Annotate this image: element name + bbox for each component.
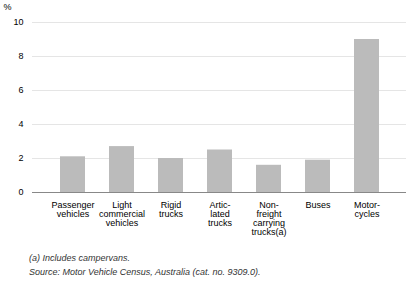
svg-text:Passengervehicles: Passengervehicles (51, 200, 94, 219)
svg-text:Buses: Buses (305, 200, 331, 210)
svg-text:4: 4 (18, 119, 23, 129)
svg-text:8: 8 (18, 51, 23, 61)
html-text:Source: Motor Vehicle Census,: Source: Motor Vehicle Census, Australia … (29, 267, 261, 277)
html-text:(a) Includes campervans.: (a) Includes campervans. (29, 253, 130, 263)
svg-text:%: % (4, 2, 12, 12)
svg-text:10: 10 (13, 17, 23, 27)
svg-text:Artic-latedtrucks: Artic-latedtrucks (208, 200, 233, 228)
svg-text:Rigidtrucks: Rigidtrucks (159, 200, 184, 219)
svg-text:2: 2 (18, 153, 23, 163)
svg-text:Non-freightcarryingtrucks(a): Non-freightcarryingtrucks(a) (251, 200, 286, 237)
svg-text:Motor-cycles: Motor-cycles (354, 200, 380, 219)
svg-text:Lightcommercialvehicles: Lightcommercialvehicles (99, 200, 145, 228)
svg-text:6: 6 (18, 85, 23, 95)
svg-text:0: 0 (18, 187, 23, 197)
